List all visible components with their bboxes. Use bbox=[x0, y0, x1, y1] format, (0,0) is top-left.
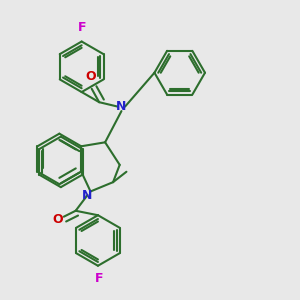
Text: F: F bbox=[77, 21, 86, 34]
Text: N: N bbox=[82, 189, 93, 203]
Text: O: O bbox=[85, 70, 96, 83]
Text: N: N bbox=[116, 100, 127, 113]
Text: O: O bbox=[52, 213, 63, 226]
Text: F: F bbox=[95, 272, 104, 285]
